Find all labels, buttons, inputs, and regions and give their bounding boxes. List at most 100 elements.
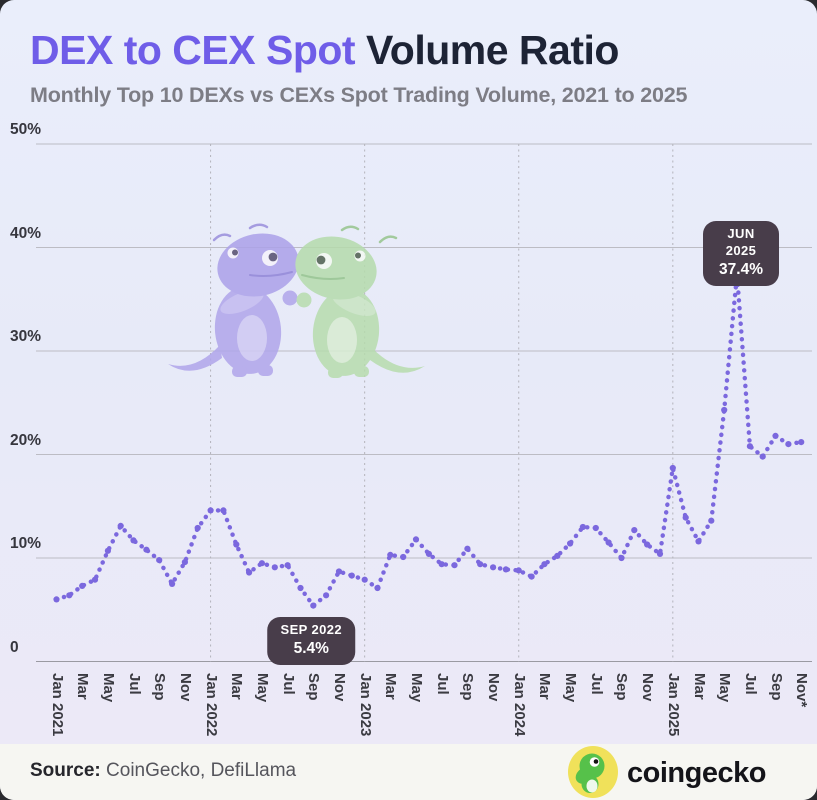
x-axis-label: Mar — [382, 673, 400, 700]
source-credit: Source: CoinGecko, DefiLlama — [30, 760, 296, 782]
data-point-marker — [772, 432, 779, 439]
annotation-bubble: JUN 2025 37.4% — [703, 221, 780, 287]
annotation-label: SEP 2022 — [280, 621, 343, 637]
data-point-marker — [258, 560, 265, 567]
annotation-bubble: SEP 2022 5.4% — [267, 616, 356, 665]
data-point-marker — [438, 561, 445, 568]
x-axis-label: Sep — [305, 673, 323, 701]
title-accent: DEX to CEX Spot — [30, 27, 356, 73]
x-axis-label: Jan 2022 — [202, 673, 220, 737]
purple-gecko-mascot — [168, 223, 299, 377]
data-point-marker — [541, 561, 548, 568]
x-axis-label: Sep — [459, 673, 477, 701]
y-axis-label: 30% — [10, 328, 42, 345]
x-axis-label: Jul — [587, 673, 605, 695]
x-axis-label: May — [253, 673, 271, 703]
data-point-marker — [451, 562, 458, 569]
x-axis-label: Jul — [741, 673, 759, 695]
data-point-marker — [207, 507, 214, 514]
x-axis-label: May — [99, 673, 117, 703]
coingecko-gecko-icon — [568, 746, 618, 798]
data-point-marker — [798, 439, 805, 446]
data-point-marker — [567, 540, 574, 547]
data-point-marker — [708, 517, 715, 524]
data-point-marker — [515, 567, 522, 574]
data-point-marker — [631, 527, 638, 534]
data-point-marker — [746, 443, 754, 450]
source-text: CoinGecko, DefiLlama — [100, 760, 297, 781]
data-point-marker — [310, 602, 317, 609]
data-point-marker — [490, 564, 497, 571]
green-gecko-mascot — [295, 225, 425, 378]
y-axis-label: 50% — [10, 121, 42, 138]
x-axis-label: Jul — [279, 673, 297, 695]
chart-line-layer — [53, 271, 805, 609]
annotation-value: 37.4% — [719, 261, 763, 279]
annotation-label: JUN 2025 — [725, 226, 757, 259]
data-point-marker — [477, 561, 484, 568]
y-axis-label: 40% — [10, 224, 42, 242]
data-point-marker — [271, 564, 278, 571]
y-axis-label: 0 — [10, 638, 19, 656]
data-point-marker — [425, 550, 432, 558]
data-point-marker — [220, 507, 227, 514]
page-title: DEX to CEX Spot Volume Ratio — [30, 27, 797, 73]
data-point-marker — [143, 546, 150, 553]
x-axis-label: May — [716, 673, 734, 703]
data-point-marker — [618, 554, 625, 562]
data-point-marker — [528, 573, 535, 580]
data-point-marker — [656, 550, 664, 558]
data-point-marker — [117, 522, 124, 530]
data-point-marker — [130, 537, 137, 544]
x-axis-label: Mar — [690, 673, 708, 700]
data-point-marker — [605, 539, 612, 546]
data-point-marker — [554, 552, 561, 560]
data-point-marker — [297, 584, 304, 592]
data-point-marker — [412, 536, 420, 543]
data-point-marker — [592, 524, 599, 532]
data-point-marker — [335, 568, 343, 575]
data-point-marker — [246, 569, 253, 576]
x-axis-label: May — [562, 673, 580, 703]
x-axis-label: Mar — [228, 673, 246, 700]
chart-gridlines — [36, 143, 812, 663]
data-point-marker — [361, 576, 368, 583]
header: DEX to CEX Spot Volume Ratio Monthly Top… — [30, 27, 797, 108]
page-subtitle: Monthly Top 10 DEXs vs CEXs Spot Trading… — [30, 83, 688, 108]
data-point-marker — [66, 592, 73, 599]
x-axis-label: Nov — [330, 673, 348, 702]
x-axis-label: Nov — [485, 673, 503, 702]
source-label: Source: — [30, 760, 101, 781]
coingecko-wordmark: coingecko — [627, 757, 766, 789]
data-point-marker — [695, 538, 702, 545]
y-axis-label: 20% — [10, 431, 42, 449]
x-axis-label: Jan 2024 — [510, 673, 528, 737]
x-axis-label: Jan 2025 — [664, 673, 682, 737]
data-point-marker — [169, 580, 176, 588]
x-axis-label: Jul — [433, 673, 451, 695]
data-point-marker — [323, 592, 330, 599]
data-point-marker — [579, 523, 587, 531]
data-point-marker — [181, 559, 188, 566]
data-point-marker — [682, 514, 689, 521]
data-point-marker — [644, 541, 651, 548]
x-axis-label: Jan 2021 — [48, 673, 66, 737]
x-axis-label: Sep — [767, 673, 785, 701]
x-axis-label: Nov — [176, 673, 194, 702]
data-point-marker — [156, 557, 163, 564]
data-point-marker — [374, 584, 381, 592]
y-axis-label: 10% — [10, 535, 42, 552]
ratio-line — [54, 272, 804, 608]
data-point-marker — [53, 596, 60, 603]
data-point-marker — [785, 441, 792, 448]
x-axis-label: Mar — [74, 673, 92, 700]
x-axis-label: Mar — [536, 673, 554, 700]
data-point-marker — [104, 547, 111, 554]
data-point-marker — [348, 572, 355, 579]
data-point-marker — [669, 464, 676, 472]
footer: Source: CoinGecko, DefiLlama coingecko — [0, 744, 817, 800]
x-axis-label: Jan 2023 — [356, 673, 374, 737]
data-point-marker — [79, 582, 86, 590]
data-point-marker — [194, 524, 201, 532]
